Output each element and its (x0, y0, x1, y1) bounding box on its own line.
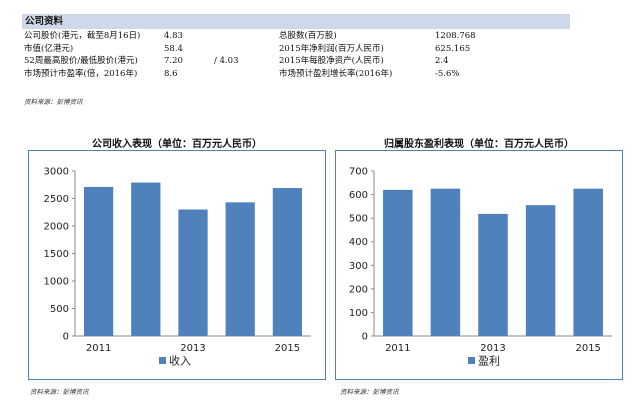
source-note-chart2: 资料来源：彭博资讯 (340, 388, 399, 396)
y-tick-label: 200 (349, 284, 368, 295)
source-note-top: 资料来源：彭博资讯 (24, 98, 83, 106)
info-value: 4.83 (164, 31, 183, 41)
info-value: 625.165 (435, 43, 471, 54)
info-label: 市场预计市盈率(倍，2016年) (24, 68, 138, 79)
bar-2011 (83, 186, 114, 336)
info-value: 58.4 (164, 43, 183, 54)
info-row: 公司股价(港元，截至8月16日) 4.83 总股数(百万股) 1208.768 (24, 30, 572, 43)
x-tick-label: 2015 (275, 343, 300, 354)
info-label: 市场预计盈利增长率(2016年) (279, 68, 393, 79)
x-tick-label: 2013 (180, 343, 205, 354)
info-label: 2015年每股净资产(人民币) (279, 56, 384, 66)
bar-2013 (178, 209, 208, 336)
info-row: 市值(亿港元) 58.4 2015年净利润(百万人民币) 625.165 (24, 43, 572, 56)
y-tick-label: 100 (349, 308, 368, 319)
legend-label: 盈利 (478, 355, 500, 368)
y-tick-label: 0 (63, 332, 69, 343)
info-value: 7.20 (164, 56, 183, 66)
bar-2013 (478, 213, 508, 336)
bar-2012 (430, 188, 461, 336)
x-tick-label: 2011 (86, 343, 111, 354)
info-label: 52周最高股价/最低股价(港元) (24, 56, 138, 66)
legend-label: 收入 (169, 354, 191, 368)
bar-2011 (383, 189, 413, 336)
y-tick-label: 1500 (44, 249, 69, 260)
y-tick-label: 600 (349, 190, 368, 201)
y-tick-label: 700 (349, 167, 368, 178)
y-tick-label: 500 (50, 304, 69, 315)
info-label: 市值(亿港元) (24, 43, 74, 54)
x-tick-label: 2013 (480, 343, 505, 354)
company-info-table: 公司股价(港元，截至8月16日) 4.83 总股数(百万股) 1208.768 … (24, 30, 572, 80)
revenue-bar-chart: 0 500 1000 1500 2000 2500 3000 2011 2013 2015 收入 (44, 167, 311, 368)
bar-2015 (272, 188, 303, 336)
info-label: 总股数(百万股) (279, 31, 337, 41)
info-value: 1208.768 (435, 31, 476, 41)
x-tick-label: 2011 (385, 343, 410, 354)
y-tick-label: 300 (349, 261, 368, 272)
bar-2012 (131, 182, 161, 336)
y-tick-label: 3000 (44, 167, 69, 178)
source-note-chart1: 资料来源：彭博资讯 (30, 388, 89, 396)
y-tick-label: 2000 (44, 222, 69, 233)
info-value-secondary: / 4.03 (214, 56, 239, 66)
bar-2014 (525, 205, 556, 336)
y-tick-label: 500 (349, 214, 368, 225)
profit-bar-chart: 0 100 200 300 400 500 600 700 2011 2013 2015 盈利 (349, 167, 612, 368)
chart-panel-revenue: 0 500 1000 1500 2000 2500 3000 2011 2013 2015 收入 (28, 150, 326, 380)
chart-title-profit: 归属股东盈利表现（单位：百万元人民币） (384, 139, 574, 150)
info-value: 8.6 (164, 68, 178, 79)
legend-swatch (468, 357, 475, 364)
y-tick-label: 1000 (44, 277, 69, 288)
info-label: 2015年净利润(百万人民币) (279, 43, 384, 54)
bar-2014 (225, 202, 255, 336)
info-value: -5.6% (435, 68, 460, 79)
info-row: 市场预计市盈率(倍，2016年) 8.6 市场预计盈利增长率(2016年) -5… (24, 68, 572, 81)
info-label: 公司股价(港元，截至8月16日) (24, 31, 141, 41)
y-tick-label: 400 (349, 237, 368, 248)
y-tick-label: 2500 (44, 194, 69, 205)
x-tick-label: 2015 (575, 343, 600, 354)
info-row: 52周最高股价/最低股价(港元) 7.20 / 4.03 2015年每股净资产(… (24, 55, 572, 68)
chart-title-revenue: 公司收入表现（单位：百万元人民币） (92, 139, 262, 150)
chart-panel-profit: 0 100 200 300 400 500 600 700 2011 2013 2015 盈利 (335, 150, 623, 380)
y-tick-label: 0 (362, 332, 368, 343)
section-header: 公司资料 (22, 14, 570, 29)
bar-2015 (573, 188, 603, 336)
legend-swatch (159, 357, 166, 364)
info-value: 2.4 (435, 56, 449, 66)
